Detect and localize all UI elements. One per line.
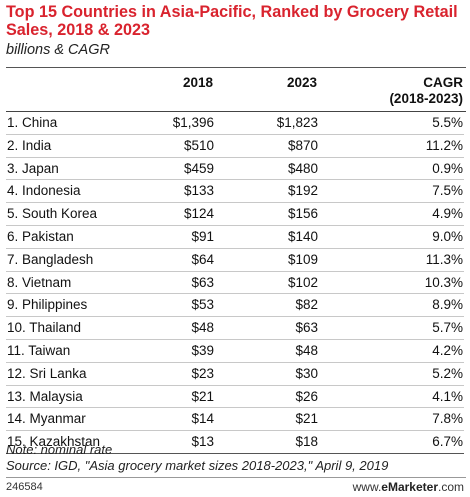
value-2023-cell: $480 (287, 160, 318, 176)
cagr-cell: 4.1% (432, 388, 463, 404)
country-cell: 14. Myanmar (7, 411, 86, 427)
country-cell: 12. Sri Lanka (7, 365, 87, 381)
cagr-cell: 11.2% (425, 137, 463, 153)
value-2018-cell: $53 (191, 297, 214, 313)
country-cell: 1. China (7, 115, 58, 130)
value-2018-cell: $13 (191, 434, 214, 450)
country-cell: 9. Philippines (7, 297, 88, 313)
column-header-cagr-range: (2018-2023) (389, 91, 463, 106)
value-2018-cell: $48 (191, 320, 214, 336)
value-2018-cell: $39 (191, 342, 214, 358)
value-2023-cell: $48 (295, 342, 318, 358)
value-2023-cell: $30 (295, 365, 318, 381)
header-divider (6, 111, 466, 112)
cagr-cell: 8.9% (432, 297, 463, 313)
country-cell: 4. Indonesia (7, 183, 81, 199)
value-2023-cell: $102 (287, 274, 318, 290)
cagr-cell: 5.7% (432, 320, 463, 336)
table-row: 5. South Korea $124 $156 4.9% (6, 203, 464, 226)
cagr-cell: 5.2% (432, 365, 463, 381)
table-row: 3. Japan $459 $480 0.9% (6, 158, 464, 181)
value-2018-cell: $63 (191, 274, 214, 290)
value-2018-cell: $23 (191, 365, 214, 381)
top-divider (6, 67, 466, 68)
cagr-cell: 7.5% (432, 183, 463, 199)
country-cell: 5. South Korea (7, 206, 98, 222)
value-2018-cell: $459 (183, 160, 214, 176)
value-2018-cell: $64 (191, 251, 214, 267)
cagr-cell: 6.7% (432, 434, 463, 450)
brand-prefix: www. (352, 480, 382, 494)
table-row: 4. Indonesia $133 $192 7.5% (6, 180, 464, 204)
chart-subtitle: billions & CAGR (6, 42, 110, 58)
value-2018-cell: $510 (183, 137, 214, 153)
cagr-cell: 9.0% (432, 228, 463, 244)
chart-title: Top 15 Countries in Asia-Pacific, Ranked… (6, 3, 458, 39)
value-2023-cell: $109 (287, 251, 318, 267)
value-2023-cell: $140 (287, 228, 318, 244)
cagr-cell: 0.9% (432, 160, 463, 176)
value-2023-cell: $21 (295, 411, 318, 427)
table-row: 14. Myanmar $14 $21 7.8% (6, 408, 464, 432)
table-row: 8. Vietnam $63 $102 10.3% (6, 272, 464, 295)
value-2023-cell: $1,823 (276, 115, 318, 130)
value-2023-cell: $82 (295, 297, 318, 313)
cagr-cell: 5.5% (432, 115, 463, 130)
cagr-cell: 7.8% (432, 411, 463, 427)
table-row: 2. India $510 $870 11.2% (6, 135, 464, 158)
brand-link[interactable]: www.eMarketer.com (353, 480, 464, 494)
table-row: 1. China $1,396 $1,823 5.5% (6, 112, 464, 135)
country-cell: 13. Malaysia (7, 388, 83, 404)
value-2018-cell: $124 (183, 206, 214, 222)
value-2018-cell: $14 (191, 411, 214, 427)
brand-name: eMarketer (381, 480, 438, 494)
column-header-2023: 2023 (286, 75, 317, 90)
value-2023-cell: $26 (295, 388, 318, 404)
brand-suffix: .com (437, 480, 464, 494)
chart-notes: Note: nominal rate Source: IGD, "Asia gr… (6, 442, 388, 473)
value-2023-cell: $63 (295, 320, 318, 336)
column-header-cagr-label: CAGR (423, 75, 463, 90)
data-table: 1. China $1,396 $1,823 5.5% 2. India $510 $870… (6, 112, 464, 454)
value-2018-cell: $1,396 (172, 115, 214, 130)
footer-divider (6, 477, 466, 478)
cagr-cell: 10.3% (424, 274, 463, 290)
country-cell: 10. Thailand (7, 320, 82, 336)
country-cell: 15. Kazakhstan (7, 434, 101, 450)
note-text: Note: nominal rate (6, 442, 113, 457)
value-2023-cell: $156 (287, 206, 318, 222)
table-row: 15. Kazakhstan $13 $18 6.7% (6, 431, 464, 454)
country-cell: 8. Vietnam (7, 274, 72, 290)
value-2023-cell: $192 (287, 183, 318, 199)
country-cell: 7. Bangladesh (7, 251, 94, 267)
column-header-2018: 2018 (182, 75, 213, 90)
cagr-cell: 4.9% (432, 206, 463, 222)
country-cell: 3. Japan (7, 160, 59, 176)
country-cell: 6. Pakistan (7, 228, 74, 244)
value-2018-cell: $91 (191, 228, 214, 244)
table-row: 7. Bangladesh $64 $109 11.3% (6, 249, 464, 272)
column-header-cagr: CAGR (2018-2023) (360, 75, 463, 107)
table-row: 9. Philippines $53 $82 8.9% (6, 294, 464, 318)
cagr-cell: 4.2% (432, 342, 463, 358)
country-cell: 2. India (7, 137, 52, 153)
value-2018-cell: $133 (183, 183, 214, 199)
country-cell: 11. Taiwan (7, 342, 71, 358)
table-row: 13. Malaysia $21 $26 4.1% (6, 386, 464, 409)
chart-id: 246584 (6, 481, 43, 493)
value-2023-cell: $18 (295, 434, 318, 450)
table-row: 12. Sri Lanka $23 $30 5.2% (6, 363, 464, 386)
table-row: 11. Taiwan $39 $48 4.2% (6, 340, 464, 363)
table-row: 6. Pakistan $91 $140 9.0% (6, 226, 464, 249)
source-text: Source: IGD, "Asia grocery market sizes … (6, 457, 389, 473)
table-row: 10. Thailand $48 $63 5.7% (6, 317, 464, 340)
value-2018-cell: $21 (191, 388, 214, 404)
value-2023-cell: $870 (287, 137, 318, 153)
cagr-cell: 11.3% (425, 251, 463, 267)
